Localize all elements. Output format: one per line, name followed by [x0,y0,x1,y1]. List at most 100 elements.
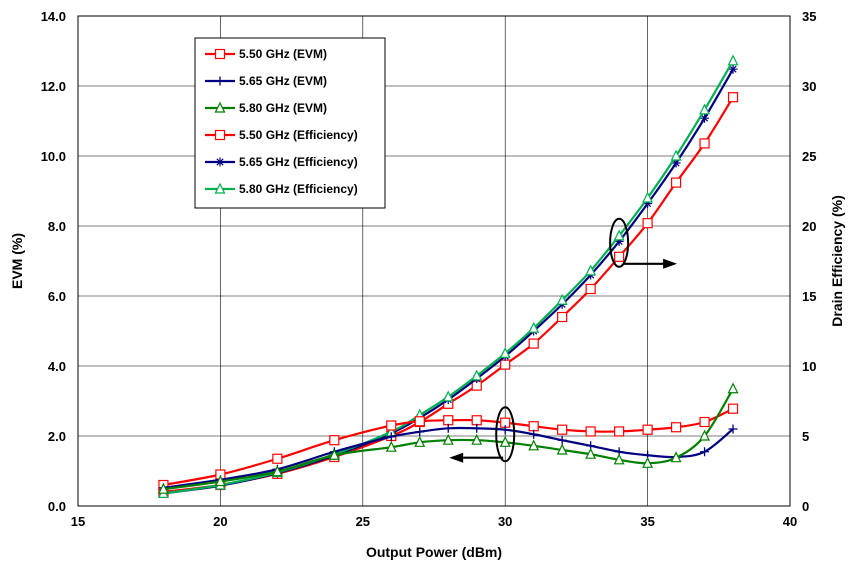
data-point-triangle [699,103,711,115]
y-tick-label: 10.0 [41,149,66,164]
data-point-square [414,416,425,427]
data-point-plus [500,425,510,435]
data-point-square [471,415,482,426]
y-tick-label: 12.0 [41,79,66,94]
y2-tick-label: 20 [802,219,816,234]
legend-label: 5.65 GHz (EVM) [239,74,327,88]
y2-tick-label: 35 [802,9,816,24]
data-point-triangle [414,435,426,447]
y-tick-label: 8.0 [48,219,66,234]
data-point-triangle [214,475,226,487]
legend: 5.50 GHz (EVM) 5.65 GHz (EVM) 5.80 GHz (EV… [194,37,386,209]
data-point-triangle [528,439,540,451]
data-point-plus [415,427,425,437]
data-point-square [642,424,653,435]
y2-tick-label: 0 [802,499,809,514]
x-tick-label: 40 [783,514,797,529]
left-axis-arrowhead [449,452,464,463]
efficiency-group-ellipse [609,217,630,268]
data-point-triangle [585,264,597,276]
data-point-triangle [442,390,454,402]
data-point-square [699,138,710,149]
data-point-triangle [271,465,283,477]
y2-tick-label: 5 [802,429,809,444]
x-axis-label: Output Power (dBm) [366,544,502,560]
data-point-triangle [613,229,625,241]
data-point-plus [472,423,482,433]
legend-item: 5.80 GHz (Efficiency) [205,182,358,196]
data-point-triangle [214,182,226,194]
data-point-square [585,283,596,295]
data-point-square [528,421,539,432]
data-point-triangle [499,435,511,447]
data-point-square [614,426,625,437]
data-point-square [386,420,397,431]
legend-item: 5.80 GHz (EVM) [205,101,327,115]
right-axis-arrowhead [663,258,678,269]
data-point-plus [443,423,453,433]
x-tick-label: 20 [213,514,227,529]
data-point-triangle [214,101,226,113]
data-point-triangle [613,453,625,465]
y-tick-label: 14.0 [41,9,66,24]
data-point-square [585,426,596,437]
data-point-triangle [670,451,682,463]
data-point-triangle [471,369,483,381]
data-point-square [528,338,539,349]
annotations [449,217,678,463]
legend-label: 5.65 GHz (Efficiency) [239,155,358,169]
x-tick-label: 15 [71,514,85,529]
data-point-triangle [328,448,340,460]
data-point-plus [557,435,567,445]
data-point-asterisk [700,113,710,123]
data-point-square [329,435,340,446]
data-point-square [614,251,625,262]
y2-tick-label: 25 [802,149,816,164]
data-point-square [557,424,568,435]
y-tick-label: 2.0 [48,429,66,444]
x-tick-label: 30 [498,514,512,529]
legend-box [194,37,386,209]
data-point-plus [386,432,396,442]
data-point-triangle [385,440,397,452]
data-point-triangle [556,293,568,305]
data-point-asterisk [643,199,653,209]
legend-item: 5.50 GHz (EVM) [205,47,327,61]
y2-axis-label: Drain Efficiency (%) [829,195,845,326]
data-point-asterisk [728,64,738,74]
legend-label: 5.80 GHz (Efficiency) [239,182,358,196]
data-point-square [670,422,682,433]
legend-label: 5.50 GHz (Efficiency) [239,128,358,142]
data-point-triangle [670,149,682,161]
data-point-triangle [642,191,654,203]
data-point-plus [529,429,539,439]
grid [77,15,791,507]
data-point-asterisk [671,158,681,168]
legend-item: 5.50 GHz (Efficiency) [205,128,358,142]
data-point-triangle [727,54,739,66]
y-axis-label: EVM (%) [9,233,25,289]
plot-frame [77,15,791,507]
legend-item: 5.65 GHz (Efficiency) [205,155,358,169]
data-point-plus [728,424,738,434]
data-point-triangle [556,443,568,455]
y-tick-label: 0.0 [48,499,66,514]
y2-tick-label: 10 [802,359,816,374]
data-point-triangle [727,382,739,394]
data-point-triangle [642,456,654,468]
data-point-square [443,415,454,426]
data-point-square [557,311,568,323]
data-point-triangle [528,321,540,333]
ticks: 15 20 25 30 35 40 0.0 2.0 4.0 6.0 8.0 10.0 12.0 14.0 0… [41,9,817,529]
data-point-square [642,218,653,229]
data-point-triangle [471,433,483,445]
data-point-square [272,453,283,464]
data-point-triangle [499,347,511,358]
x-tick-label: 35 [640,514,654,529]
legend-label: 5.80 GHz (EVM) [239,101,327,115]
data-point-square [727,403,739,414]
data-point-square [699,416,710,428]
y2-tick-label: 15 [802,289,816,304]
series-layer [157,54,739,498]
